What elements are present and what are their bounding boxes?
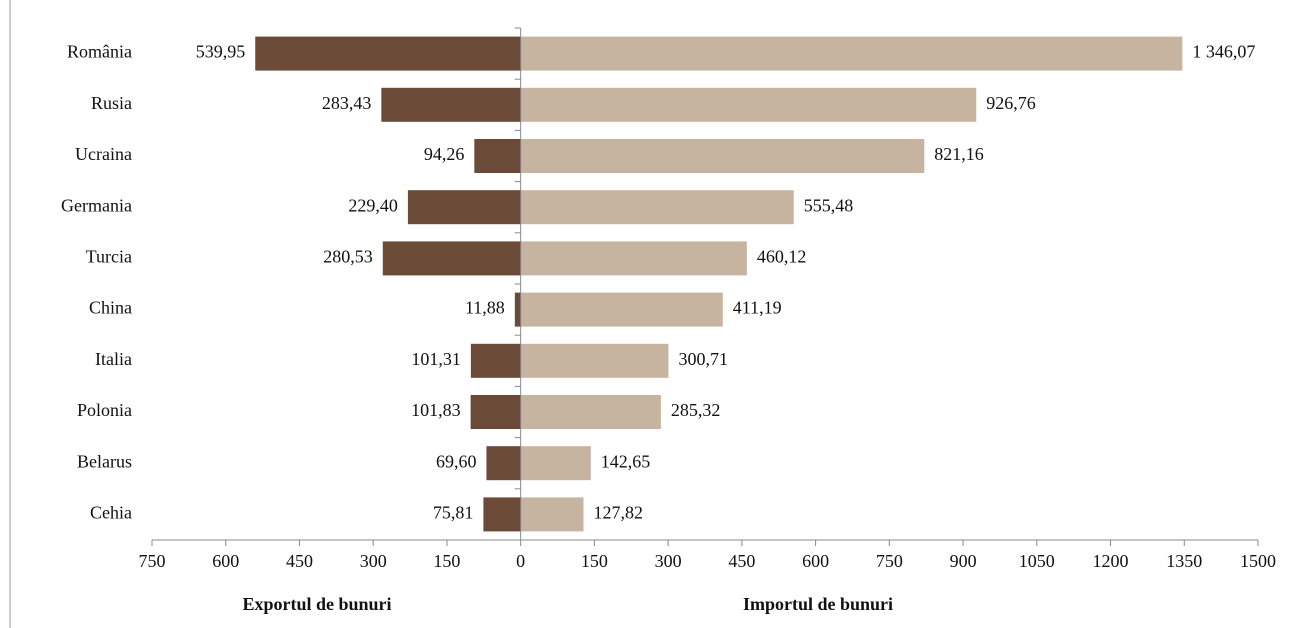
data-label: 280,53 [323, 247, 373, 267]
bar [486, 446, 521, 481]
data-label: 229,40 [348, 195, 398, 215]
bar [474, 139, 521, 173]
category-label: Turcia [86, 247, 132, 267]
bar [514, 292, 521, 327]
data-label: 300,71 [678, 349, 728, 369]
category-label: Italia [95, 349, 132, 369]
data-label: 460,12 [757, 247, 807, 267]
data-label: 821,16 [934, 144, 984, 164]
category-label: Germania [61, 195, 132, 215]
data-label: 1 346,07 [1192, 42, 1255, 62]
bar [520, 292, 723, 327]
data-label: 101,31 [411, 349, 461, 369]
bar [255, 36, 521, 71]
x-tick-label: 750 [876, 551, 903, 571]
data-label: 926,76 [986, 93, 1036, 113]
data-label: 555,48 [804, 195, 854, 215]
export-axis-label: Exportul de bunuri [242, 594, 391, 614]
x-tick-label: 300 [360, 551, 387, 571]
data-label: 411,19 [733, 298, 782, 318]
x-tick-label: 300 [655, 551, 682, 571]
category-label: Cehia [90, 503, 132, 523]
category-label: România [67, 42, 132, 62]
data-label: 127,82 [593, 503, 643, 523]
x-tick-label: 1350 [1166, 551, 1202, 571]
x-tick-label: 600 [802, 551, 829, 571]
x-tick-label: 450 [728, 551, 755, 571]
x-tick-label: 1050 [1019, 551, 1055, 571]
data-label: 94,26 [424, 144, 465, 164]
x-tick-label: 1500 [1240, 551, 1276, 571]
data-label: 539,95 [196, 42, 246, 62]
data-label: 283,43 [322, 93, 372, 113]
bar [520, 190, 794, 225]
bar [520, 87, 977, 122]
bar [520, 395, 661, 429]
data-label: 75,81 [433, 503, 474, 523]
bar [470, 343, 521, 378]
data-label: 142,65 [601, 451, 651, 471]
bar [470, 395, 521, 429]
x-tick-label: 900 [950, 551, 977, 571]
x-tick-label: 600 [212, 551, 239, 571]
category-label: Ucraina [75, 144, 132, 164]
category-label: China [89, 298, 132, 318]
x-tick-label: 1200 [1093, 551, 1129, 571]
data-label: 69,60 [436, 451, 477, 471]
x-tick-label: 450 [286, 551, 313, 571]
data-label: 101,83 [411, 400, 461, 420]
category-label: Rusia [91, 93, 132, 113]
bar [520, 36, 1183, 71]
bar [520, 343, 669, 378]
category-label: Belarus [77, 451, 132, 471]
bar [520, 241, 747, 276]
bar [520, 139, 925, 173]
bar [483, 497, 521, 532]
bar [520, 446, 591, 481]
bar [407, 190, 521, 225]
x-tick-label: 750 [139, 551, 166, 571]
x-tick-label: 0 [516, 551, 525, 571]
data-label: 285,32 [671, 400, 721, 420]
x-tick-label: 150 [581, 551, 608, 571]
import-axis-label: Importul de bunuri [743, 594, 893, 614]
x-tick-label: 150 [433, 551, 460, 571]
bar [382, 241, 521, 276]
data-label: 11,88 [465, 298, 505, 318]
category-label: Polonia [77, 400, 132, 420]
bar [381, 87, 521, 122]
bar [520, 497, 584, 532]
